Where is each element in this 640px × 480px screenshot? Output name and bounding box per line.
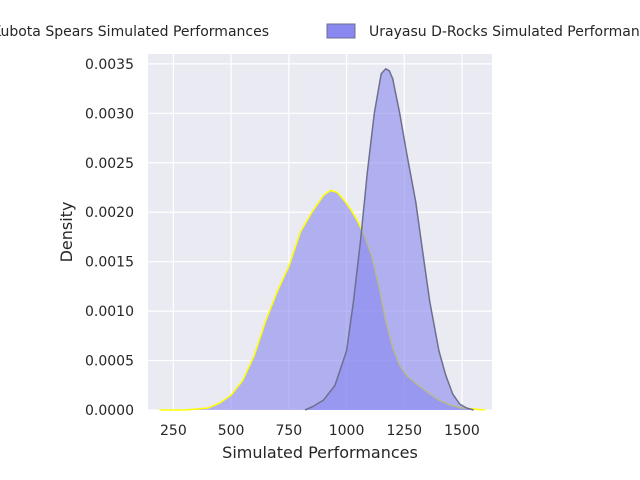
y-tick-label: 0.0020 (85, 205, 134, 221)
y-tick-label: 0.0030 (85, 106, 134, 122)
y-tick-label: 0.0025 (85, 156, 134, 172)
y-tick-label: 0.0005 (85, 354, 134, 370)
x-tick-label: 1250 (386, 423, 422, 439)
x-tick-label: 500 (218, 423, 245, 439)
x-tick-label: 1500 (444, 423, 480, 439)
x-tick-label: 750 (275, 423, 302, 439)
y-axis-label: Density (57, 202, 76, 263)
density-area-series-1 (305, 68, 474, 411)
y-tick-label: 0.0000 (85, 403, 134, 419)
y-tick-label: 0.0035 (85, 57, 134, 73)
y-tick-label: 0.0010 (85, 304, 134, 320)
y-tick-label: 0.0015 (85, 255, 134, 271)
density-areas (159, 67, 486, 411)
density-line-series-1 (304, 67, 474, 411)
x-tick-labels: 250 500 750 1000 1250 1500 (160, 423, 480, 439)
y-tick-labels: 0.0000 0.0005 0.0010 0.0015 0.0020 0.0025 0.00… (85, 57, 134, 419)
legend-label-urayasu: Urayasu D-Rocks Simulated Performances (369, 24, 640, 40)
legend: Kubota Spears Simulated Performances Ura… (0, 23, 640, 40)
x-axis-label: Simulated Performances (222, 443, 418, 462)
x-tick-label: 1000 (329, 423, 365, 439)
density-area-series-0 (159, 190, 486, 410)
legend-label-kubota: Kubota Spears Simulated Performances (0, 24, 269, 40)
legend-swatch-urayasu (326, 23, 356, 39)
x-tick-label: 250 (160, 423, 187, 439)
